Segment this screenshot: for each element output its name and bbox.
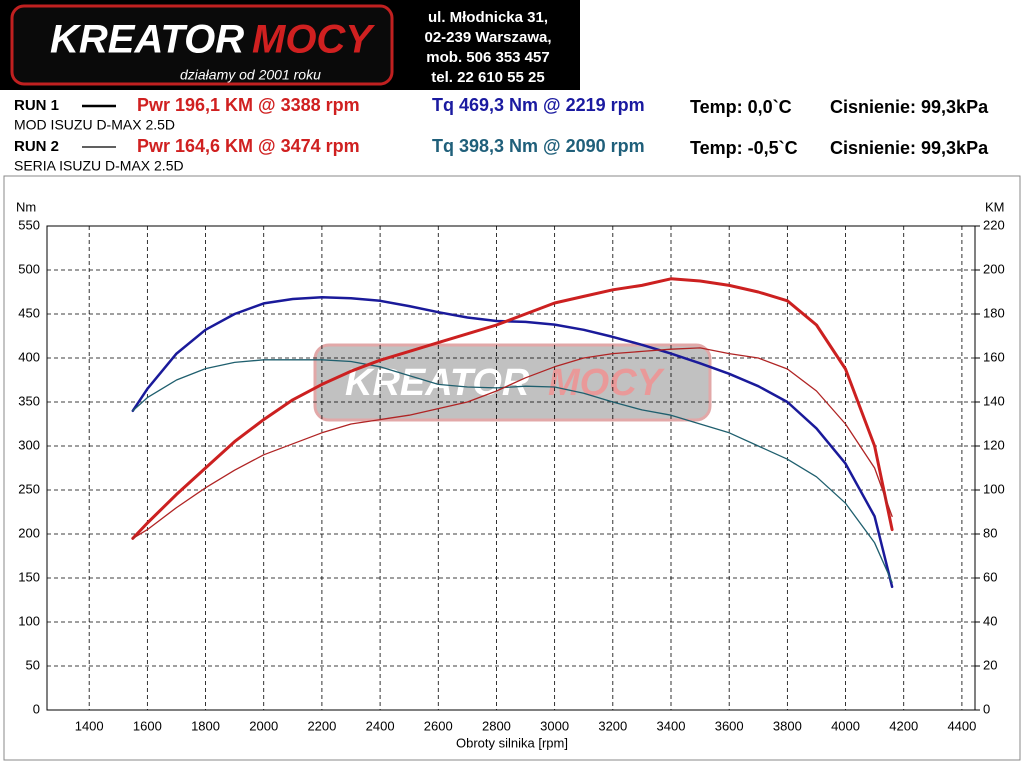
run-pwr: Pwr 196,1 KM @ 3388 rpm: [137, 95, 360, 115]
y2-tick-label: 0: [983, 701, 990, 716]
run-name: MOD ISUZU D-MAX 2.5D: [14, 117, 175, 133]
address-line: mob. 506 353 457: [426, 49, 549, 66]
x-tick-label: 2200: [307, 718, 336, 733]
watermark: KREATOR MOCY: [313, 343, 712, 422]
x-tick-label: 1800: [191, 718, 220, 733]
x-tick-label: 3200: [598, 718, 627, 733]
y-tick-label: 300: [18, 437, 40, 452]
run-label: RUN 2: [14, 138, 59, 155]
address-line: ul. Młodnicka 31,: [428, 9, 548, 26]
y-tick-label: 400: [18, 349, 40, 364]
run-temp: Temp: -0,5`C: [690, 138, 798, 158]
run-pressure: Cisnienie: 99,3kPa: [830, 138, 989, 158]
address-line: tel. 22 610 55 25: [431, 69, 544, 86]
y-tick-label: 450: [18, 305, 40, 320]
y2-tick-label: 40: [983, 613, 997, 628]
y2-tick-label: 80: [983, 525, 997, 540]
x-tick-label: 1400: [75, 718, 104, 733]
x-tick-label: 3600: [715, 718, 744, 733]
y2-tick-label: 220: [983, 217, 1005, 232]
y-tick-label: 100: [18, 613, 40, 628]
x-tick-label: 3400: [657, 718, 686, 733]
x-tick-label: 4400: [947, 718, 976, 733]
y2-tick-label: 160: [983, 349, 1005, 364]
series-line: [132, 347, 893, 540]
x-tick-label: 4200: [889, 718, 918, 733]
series-line: [131, 296, 894, 589]
y2-tick-label: 100: [983, 481, 1005, 496]
y2-tick-label: 60: [983, 569, 997, 584]
y-tick-label: 350: [18, 393, 40, 408]
x-axis-label: Obroty silnika [rpm]: [456, 735, 568, 750]
logo-tagline: działamy od 2001 roku: [180, 67, 321, 83]
y2-axis-label: KM: [985, 199, 1005, 214]
run-pressure: Cisnienie: 99,3kPa: [830, 97, 989, 117]
address-line: 02-239 Warszawa,: [424, 29, 551, 46]
y2-tick-label: 180: [983, 305, 1005, 320]
y-axis-label: Nm: [16, 199, 36, 214]
y2-tick-label: 120: [983, 437, 1005, 452]
y-tick-label: 0: [33, 701, 40, 716]
x-tick-label: 3000: [540, 718, 569, 733]
y-tick-label: 150: [18, 569, 40, 584]
x-tick-label: 2000: [249, 718, 278, 733]
y-tick-label: 50: [26, 657, 40, 672]
run-name: SERIA ISUZU D-MAX 2.5D: [14, 158, 184, 174]
x-tick-label: 1600: [133, 718, 162, 733]
watermark-word: MOCY: [548, 362, 666, 404]
x-tick-label: 2800: [482, 718, 511, 733]
x-tick-label: 2400: [366, 718, 395, 733]
y2-tick-label: 200: [983, 261, 1005, 276]
plot-frame: [46, 225, 976, 711]
y-tick-label: 250: [18, 481, 40, 496]
y2-tick-label: 20: [983, 657, 997, 672]
logo-frame: [10, 4, 394, 86]
y-tick-label: 200: [18, 525, 40, 540]
logo-word: MOCY: [252, 18, 375, 62]
run-tq: Tq 469,3 Nm @ 2219 rpm: [432, 95, 645, 115]
x-tick-label: 2600: [424, 718, 453, 733]
logo-word: KREATOR: [50, 18, 244, 62]
watermark-word: KREATOR: [345, 362, 530, 404]
x-tick-label: 4000: [831, 718, 860, 733]
y-tick-label: 550: [18, 217, 40, 232]
chart-frame: [3, 175, 1021, 761]
run-temp: Temp: 0,0`C: [690, 97, 792, 117]
series-line: [131, 277, 894, 540]
series-line: [132, 359, 893, 584]
y2-tick-label: 140: [983, 393, 1005, 408]
x-tick-label: 3800: [773, 718, 802, 733]
run-tq: Tq 398,3 Nm @ 2090 rpm: [432, 136, 645, 156]
run-pwr: Pwr 164,6 KM @ 3474 rpm: [137, 136, 360, 156]
y-tick-label: 500: [18, 261, 40, 276]
run-label: RUN 1: [14, 97, 59, 114]
